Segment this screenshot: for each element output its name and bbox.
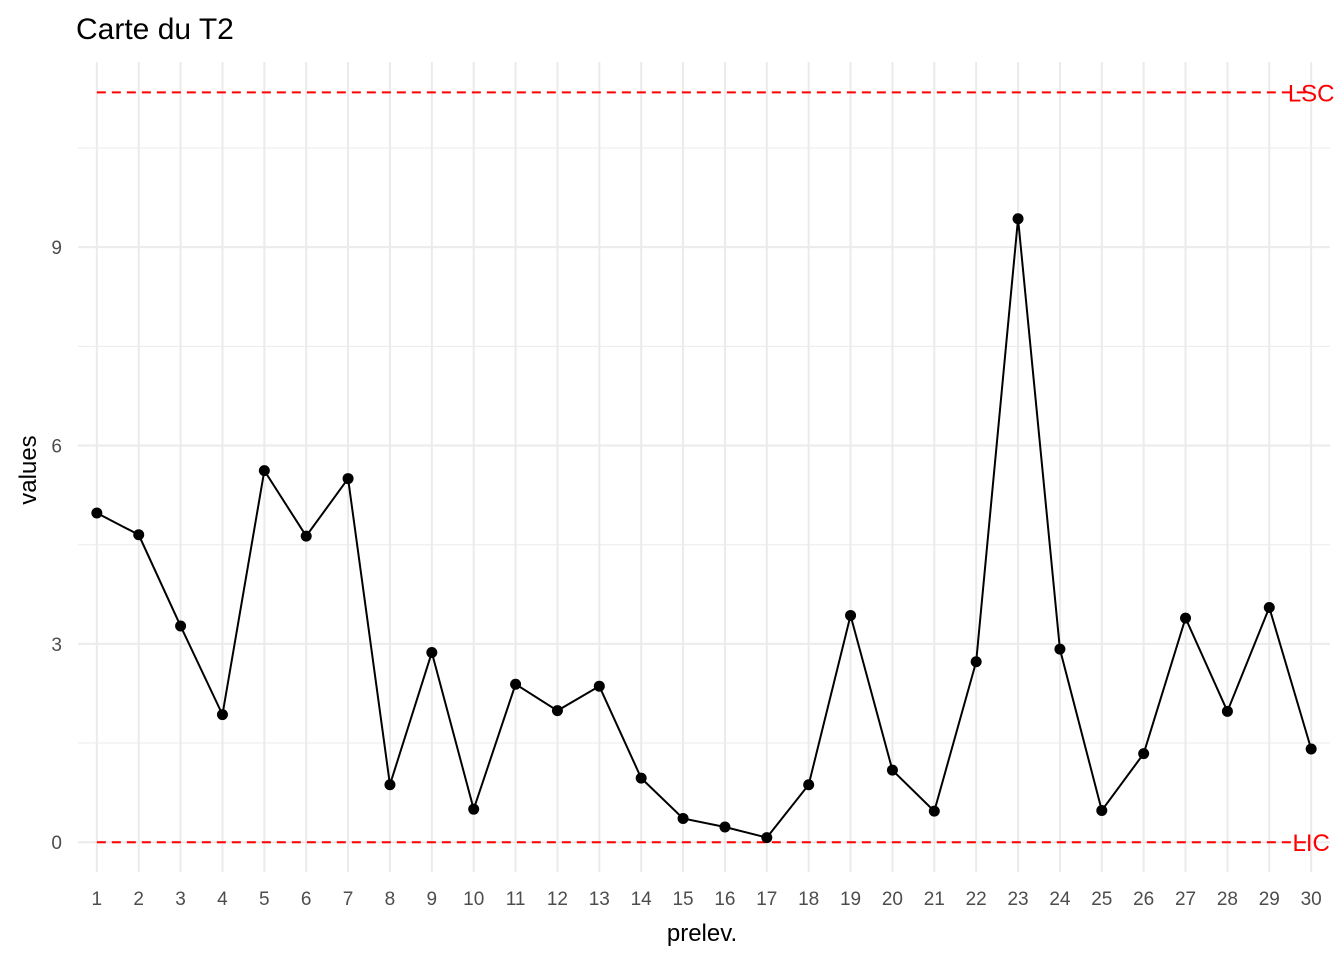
x-tick-label: 5: [259, 889, 270, 910]
x-tick-label: 19: [840, 889, 861, 910]
x-tick-label: 16: [714, 889, 735, 910]
data-point: [677, 812, 689, 824]
y-tick-label: 3: [51, 635, 62, 656]
data-point: [1180, 612, 1192, 624]
reference-lines: LSC LIC: [96, 80, 1335, 857]
y-tick-label: 0: [51, 833, 62, 854]
series: [91, 213, 1317, 844]
data-point: [1263, 602, 1275, 614]
data-point: [175, 620, 187, 632]
x-tick-label: 7: [343, 889, 354, 910]
data-point: [928, 805, 940, 817]
data-point: [91, 507, 103, 519]
x-tick-label: 14: [631, 889, 653, 910]
data-point: [635, 772, 647, 784]
x-tick-label: 1: [92, 889, 103, 910]
x-axis-title: prelev.: [667, 920, 737, 947]
x-tick-label: 22: [966, 889, 987, 910]
series-line: [96, 218, 1313, 839]
x-tick-label: 30: [1301, 889, 1322, 910]
x-tick-label: 6: [301, 889, 312, 910]
x-tick-label: 15: [672, 889, 693, 910]
data-point: [133, 529, 145, 541]
x-tick-label: 12: [547, 889, 568, 910]
x-tick-label: 18: [798, 889, 819, 910]
x-tick-label: 25: [1091, 889, 1112, 910]
data-point: [761, 832, 773, 844]
x-tick-label: 2: [133, 889, 144, 910]
y-axis-title: values: [15, 435, 42, 504]
data-point: [300, 530, 312, 542]
x-tick-label: 9: [427, 889, 438, 910]
data-point: [1221, 705, 1233, 717]
x-tick-label: 13: [589, 889, 610, 910]
x-tick-label: 24: [1049, 889, 1071, 910]
x-tick-label: 28: [1217, 889, 1238, 910]
data-point: [803, 779, 815, 791]
chart-title: Carte du T2: [76, 13, 234, 46]
data-point: [1012, 213, 1024, 225]
x-tick-label: 27: [1175, 889, 1196, 910]
x-tick-label: 3: [175, 889, 186, 910]
data-point: [719, 821, 731, 833]
x-tick-label: 4: [217, 889, 228, 910]
data-point: [886, 764, 898, 776]
data-point: [593, 680, 605, 692]
x-tick-label: 10: [463, 889, 484, 910]
x-axis-ticks: 1 2 3 4 5 6 7 8 9 10 11 12 13 14 15 16 17 18 19 20 21 22 23 24 2…: [92, 889, 1322, 910]
x-tick-label: 11: [506, 889, 526, 910]
data-point: [216, 709, 228, 721]
data-point: [1305, 743, 1317, 755]
x-tick-label: 23: [1007, 889, 1028, 910]
x-tick-label: 8: [385, 889, 396, 910]
x-tick-label: 26: [1133, 889, 1154, 910]
x-tick-label: 21: [924, 889, 945, 910]
data-point: [1096, 805, 1108, 817]
y-axis-ticks: 0 3 6 9: [51, 238, 62, 854]
data-point: [1054, 643, 1066, 655]
data-point: [468, 803, 480, 815]
y-tick-label: 6: [51, 437, 62, 458]
x-tick-label: 17: [756, 889, 777, 910]
control-limit-label-lic: LIC: [1292, 830, 1329, 857]
data-point: [384, 779, 396, 791]
data-point: [258, 465, 270, 477]
y-tick-label: 9: [51, 238, 62, 259]
x-tick-label: 20: [882, 889, 903, 910]
data-point: [551, 705, 563, 717]
x-tick-label: 29: [1259, 889, 1280, 910]
data-point: [510, 678, 522, 690]
data-point: [342, 473, 354, 485]
data-point: [426, 646, 438, 658]
data-point: [845, 609, 857, 621]
data-point: [970, 656, 982, 668]
data-point: [1138, 748, 1150, 760]
control-limit-label-lsc: LSC: [1288, 80, 1335, 107]
